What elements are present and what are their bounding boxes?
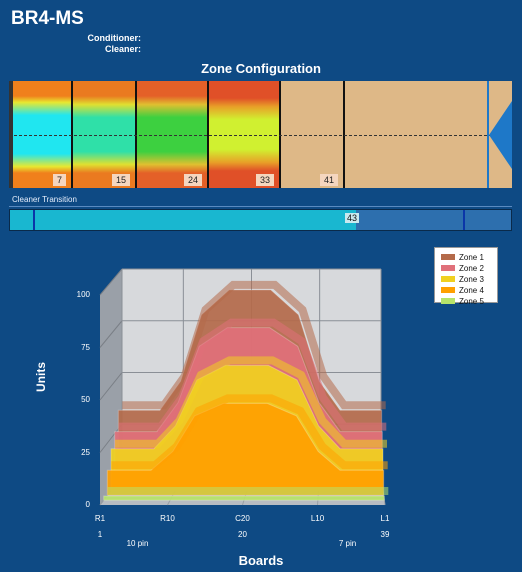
zone-segment-4[interactable]: 33: [209, 81, 281, 188]
y-tick-label: 0: [85, 500, 90, 509]
legend-swatch: [441, 276, 455, 282]
legend-swatch: [441, 287, 455, 293]
lane-zone-strip[interactable]: 7 15 24 33 41: [9, 81, 512, 188]
series-top-zone-4: [111, 394, 388, 470]
zone-marker-3: 24: [183, 174, 202, 186]
series-area-zone-5: [103, 495, 385, 501]
oil-pattern-3d-chart: [99, 268, 389, 506]
x-board-number: 20: [238, 530, 247, 539]
zone-configuration-title: Zone Configuration: [201, 61, 321, 76]
cleaner-transition-end-marker[interactable]: [463, 210, 465, 230]
zone-segment-1[interactable]: 7: [13, 81, 73, 188]
zone-marker-1: 7: [52, 174, 66, 186]
series-top-zone-1: [122, 280, 386, 410]
x-tick-label: R1: [94, 514, 106, 523]
series-top-zone-3: [115, 356, 387, 448]
zone-marker-2: 15: [111, 174, 130, 186]
x-note-7-pin: 7 pin: [338, 539, 357, 548]
cleaner-transition-start-marker[interactable]: [33, 210, 35, 230]
cleaner-transition-label: Cleaner Transition: [12, 195, 77, 204]
zone-marker-5: 41: [319, 174, 338, 186]
legend-item-zone-1: Zone 1: [441, 252, 497, 262]
zone-segment-3[interactable]: 24: [137, 81, 209, 188]
gridline-side: [99, 268, 123, 296]
conditioner-label: Conditioner:: [87, 33, 142, 43]
x-axis-title: Boards: [238, 553, 284, 568]
page-title: BR4-MS: [11, 8, 84, 29]
cleaner-label: Cleaner:: [104, 44, 141, 54]
cleaner-transition-bar[interactable]: 43: [9, 209, 512, 231]
y-tick-label: 100: [76, 290, 90, 299]
legend-label: Zone 5: [459, 296, 484, 306]
x-note-10-pin: 10 pin: [126, 539, 149, 548]
legend-swatch: [441, 254, 455, 260]
cleaner-transition-fill: [10, 210, 356, 230]
pin-deck-triangle-icon: [489, 101, 512, 169]
x-tick-label: C20: [235, 514, 250, 523]
series-top-zone-2: [118, 318, 387, 431]
legend-swatch: [441, 265, 455, 271]
lane-end-line: [487, 81, 489, 188]
lane-center-line: [9, 135, 512, 136]
gridline-side: [99, 320, 123, 348]
legend-label: Zone 3: [459, 274, 484, 284]
zone-segment-5[interactable]: 41: [281, 81, 345, 188]
legend-swatch: [441, 298, 455, 304]
y-tick-label: 25: [81, 447, 90, 457]
legend-label: Zone 4: [459, 285, 484, 295]
x-board-number: 39: [380, 530, 390, 539]
divider: [9, 206, 512, 207]
y-tick-label: 50: [81, 395, 90, 404]
legend-item-zone-2: Zone 2: [441, 263, 497, 273]
legend-item-zone-5: Zone 5: [441, 296, 497, 306]
x-tick-label: L1: [380, 514, 390, 523]
x-board-number: 1: [97, 530, 103, 539]
series-area-zone-4: [106, 402, 385, 496]
legend-label: Zone 1: [459, 252, 484, 262]
zone-marker-4: 33: [255, 174, 274, 186]
cleaner-transition-value: 43: [345, 213, 360, 223]
legend-label: Zone 2: [459, 263, 484, 273]
legend-item-zone-3: Zone 3: [441, 274, 497, 284]
zone-segment-2[interactable]: 15: [73, 81, 137, 188]
foul-line: [9, 81, 14, 188]
y-tick-label: 75: [81, 342, 90, 352]
chart-legend: Zone 1 Zone 2 Zone 3 Zone 4 Zone 5: [434, 247, 498, 306]
x-tick-label: L10: [310, 514, 325, 523]
x-tick-label: R10: [160, 514, 175, 523]
legend-item-zone-4: Zone 4: [441, 285, 497, 295]
gridline-side: [99, 372, 123, 401]
y-axis-title: Units: [34, 362, 48, 392]
